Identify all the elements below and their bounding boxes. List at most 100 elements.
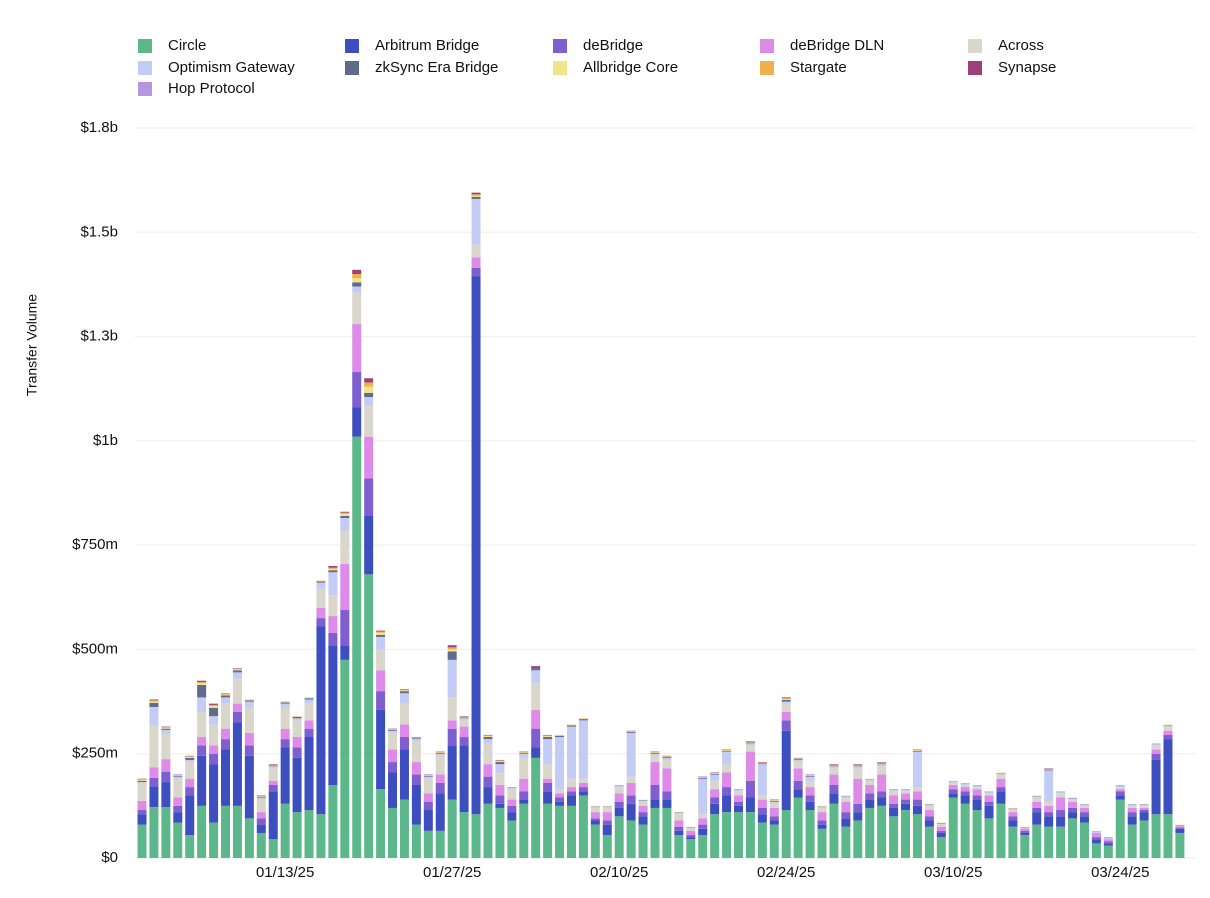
bar-segment	[459, 745, 469, 813]
bar-segment	[769, 820, 779, 825]
bar-segment	[399, 691, 409, 694]
bar-segment	[984, 818, 994, 858]
bar-segment	[865, 807, 875, 858]
bar-segment	[590, 820, 600, 825]
y-tick-label: $500m	[72, 640, 118, 657]
bar-segment	[340, 563, 350, 610]
bar-segment	[674, 812, 684, 815]
bar-segment	[304, 737, 314, 811]
bar-segment	[960, 803, 970, 858]
bar-segment	[340, 515, 350, 519]
bar-segment	[1175, 827, 1185, 829]
bar-segment	[948, 785, 958, 790]
bar-segment	[352, 269, 362, 274]
bar-segment	[936, 830, 946, 833]
bar-segment	[1127, 804, 1137, 806]
bar-segment	[340, 513, 350, 516]
bar-segment	[936, 824, 946, 827]
legend-label: Hop Protocol	[168, 80, 255, 97]
bar-segment	[1151, 749, 1161, 754]
bar-segment	[328, 645, 338, 785]
bar-segment	[531, 757, 541, 858]
bar-segment	[531, 670, 541, 683]
bar-segment	[232, 712, 242, 723]
bar-segment	[292, 812, 302, 858]
bar-segment	[268, 839, 278, 858]
bar-segment	[292, 720, 302, 738]
bar-segment	[1163, 814, 1173, 858]
bar-segment	[877, 763, 887, 765]
bar-segment	[519, 757, 529, 779]
bar-segment	[376, 691, 386, 710]
bar-segment	[483, 739, 493, 744]
bar-segment	[316, 588, 326, 608]
bar-segment	[435, 782, 445, 794]
bar-segment	[948, 793, 958, 798]
bar-segment	[137, 810, 147, 815]
bar-segment	[471, 244, 481, 258]
bar-segment	[376, 670, 386, 692]
bar-segment	[268, 768, 278, 781]
bar-segment	[877, 766, 887, 775]
legend-label: Synapse	[998, 59, 1056, 76]
bar-segment	[674, 814, 684, 821]
bar-segment	[471, 192, 481, 195]
bar-segment	[817, 812, 827, 821]
bar-segment	[650, 785, 660, 800]
bar-segment	[769, 803, 779, 808]
bar-segment	[698, 778, 708, 815]
bar-segment	[328, 567, 338, 569]
bar-segment	[268, 765, 278, 767]
bar-segment	[984, 801, 994, 806]
bar-segment	[698, 824, 708, 829]
bar-segment	[1103, 837, 1113, 840]
bar-segment	[555, 737, 565, 790]
bar-segment	[435, 793, 445, 831]
bar-segment	[578, 787, 588, 792]
bar-segment	[686, 828, 696, 831]
x-tick-label: 03/24/25	[1091, 864, 1149, 881]
bar-segment	[149, 700, 159, 702]
bar-segment	[984, 793, 994, 796]
bar-segment	[209, 753, 219, 765]
bar-segment	[1175, 832, 1185, 858]
bar-segment	[1091, 839, 1101, 844]
bar-segment	[221, 749, 231, 806]
bar-segment	[197, 683, 207, 685]
bar-segment	[948, 782, 958, 785]
bar-segment	[757, 763, 767, 765]
bar-segment	[328, 566, 338, 568]
bar-segment	[781, 698, 791, 700]
bar-segment	[1068, 799, 1078, 802]
bar-segment	[566, 787, 576, 792]
bar-segment	[555, 789, 565, 794]
bar-segment	[221, 694, 231, 696]
bar-segment	[853, 766, 863, 769]
bar-segment	[1127, 816, 1137, 825]
bar-segment	[137, 782, 147, 801]
bar-segment	[626, 732, 636, 733]
bar-segment	[495, 795, 505, 804]
bar-segment	[340, 511, 350, 513]
bar-segment	[256, 832, 266, 858]
bar-segment	[435, 753, 445, 756]
bar-segment	[483, 736, 493, 738]
bar-segment	[268, 785, 278, 792]
bar-segment	[912, 787, 922, 792]
bar-segment	[662, 757, 672, 758]
bar-segment	[531, 728, 541, 748]
bar-segment	[161, 727, 171, 728]
bar-segment	[376, 709, 386, 790]
bar-segment	[889, 790, 899, 792]
bar-segment	[722, 812, 732, 858]
bar-segment	[471, 814, 481, 858]
bar-segment	[1103, 845, 1113, 858]
bar-segment	[757, 807, 767, 815]
bar-segment	[781, 730, 791, 811]
bar-segment	[149, 706, 159, 726]
bar-segment	[495, 762, 505, 765]
bar-segment	[447, 647, 457, 650]
bar-segment	[244, 700, 254, 702]
bar-segment	[280, 728, 290, 740]
bar-segment	[197, 697, 207, 712]
